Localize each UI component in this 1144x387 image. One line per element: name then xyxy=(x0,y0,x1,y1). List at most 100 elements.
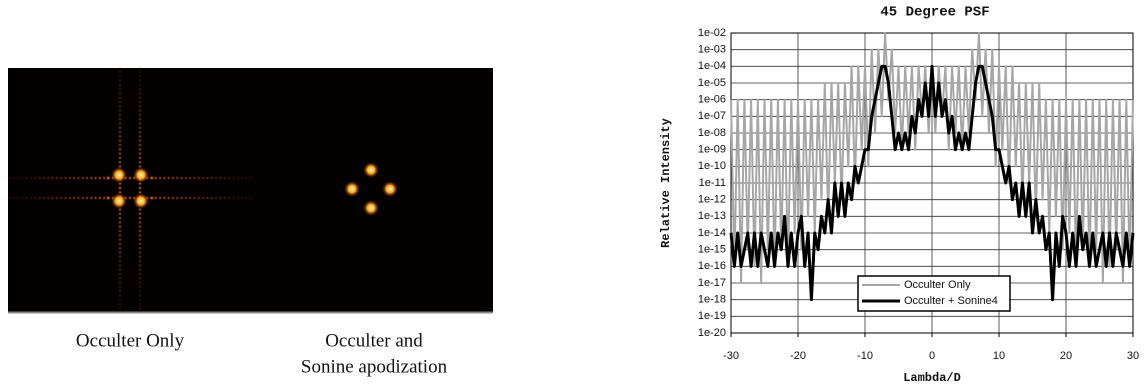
psf-speckle xyxy=(118,233,122,237)
psf-speckle xyxy=(138,160,142,164)
psf-speckle xyxy=(171,196,175,200)
psf-speckle xyxy=(118,272,122,276)
y-tick-label: 1e-12 xyxy=(698,194,726,206)
y-tick-label: 1e-10 xyxy=(698,160,726,172)
psf-speckle xyxy=(138,280,142,284)
y-tick-label: 1e-14 xyxy=(698,227,726,239)
psf-speckle xyxy=(76,176,80,180)
psf-speckle xyxy=(118,104,122,108)
psf-speckle xyxy=(72,196,76,200)
x-tick-label: -10 xyxy=(857,350,873,362)
psf-speckle xyxy=(201,176,205,180)
psf-speckle xyxy=(197,196,201,200)
psf-speckle xyxy=(118,100,122,104)
psf-speckle xyxy=(118,147,122,151)
psf-speckle xyxy=(118,246,122,250)
psf-speckle xyxy=(248,176,252,180)
psf-speckle xyxy=(118,108,122,112)
psf-speckle xyxy=(50,176,54,180)
psf-speckle xyxy=(138,156,142,160)
psf-speckle xyxy=(138,143,142,147)
psf-speckle xyxy=(118,121,122,125)
psf-speckle xyxy=(38,176,42,180)
psf-speckle xyxy=(85,176,89,180)
psf-speckle xyxy=(118,156,122,160)
psf-speckle xyxy=(138,212,142,216)
psf-speckle xyxy=(222,176,226,180)
legend-label: Occulter Only xyxy=(904,279,971,291)
psf-speckle xyxy=(89,196,93,200)
psf-speckle xyxy=(138,134,142,138)
psf-speckle xyxy=(128,176,132,180)
psf-image xyxy=(8,68,493,312)
psf-speckle xyxy=(76,196,80,200)
psf-speckle xyxy=(138,272,142,276)
psf-speckle xyxy=(138,233,142,237)
legend-label: Occulter + Sonine4 xyxy=(904,295,998,307)
psf-speckle xyxy=(138,117,142,121)
psf-speckle xyxy=(179,176,183,180)
psf-speckle xyxy=(16,196,20,200)
caption: Sonine apodization xyxy=(301,356,448,377)
psf-speckle xyxy=(118,259,122,263)
psf-speckle xyxy=(118,70,122,74)
psf-speckle xyxy=(29,196,33,200)
psf-speckle xyxy=(205,196,209,200)
psf-speckle xyxy=(118,87,122,91)
psf-speckle xyxy=(16,176,20,180)
psf-speckle xyxy=(93,176,97,180)
psf-speckle xyxy=(201,196,205,200)
psf-speckle xyxy=(231,196,235,200)
psf-speckle xyxy=(244,176,248,180)
psf-speckle xyxy=(138,78,142,82)
psf-speckle xyxy=(85,196,89,200)
psf-peak xyxy=(133,167,149,183)
psf-speckle xyxy=(192,176,196,180)
psf-speckle xyxy=(138,220,142,224)
psf-speckle xyxy=(222,196,226,200)
psf-speckle xyxy=(175,196,179,200)
psf-speckle xyxy=(138,126,142,130)
y-tick-label: 1e-05 xyxy=(698,77,726,89)
psf-speckle xyxy=(20,176,24,180)
psf-peak xyxy=(133,193,149,209)
y-tick-label: 1e-18 xyxy=(698,294,726,306)
psf-speckle xyxy=(138,91,142,95)
x-tick-label: 0 xyxy=(929,350,935,362)
psf-speckle xyxy=(98,176,102,180)
psf-speckle xyxy=(89,176,93,180)
psf-speckle xyxy=(235,196,239,200)
y-tick-label: 1e-07 xyxy=(698,110,726,122)
psf-speckle xyxy=(93,196,97,200)
psf-speckle xyxy=(118,65,122,69)
psf-speckle xyxy=(240,196,244,200)
psf-speckle xyxy=(7,196,11,200)
psf-speckle xyxy=(118,237,122,241)
psf-speckle xyxy=(42,176,46,180)
psf-speckle xyxy=(118,242,122,246)
chart-title: 45 Degree PSF xyxy=(880,5,989,21)
psf-speckle xyxy=(118,160,122,164)
caption: Occulter Only xyxy=(76,330,185,351)
psf-speckle xyxy=(118,280,122,284)
psf-speckle xyxy=(235,176,239,180)
psf-speckle xyxy=(118,186,122,190)
psf-speckle xyxy=(20,196,24,200)
psf-speckle xyxy=(138,246,142,250)
psf-speckle xyxy=(81,176,85,180)
psf-speckle xyxy=(68,176,72,180)
psf-speckle xyxy=(138,298,142,302)
y-tick-label: 1e-13 xyxy=(698,210,726,222)
psf-speckle xyxy=(55,176,59,180)
psf-peak xyxy=(111,167,127,183)
x-tick-label: 20 xyxy=(1060,350,1072,362)
psf-speckle xyxy=(138,306,142,310)
psf-speckle xyxy=(205,176,209,180)
psf-speckle xyxy=(138,113,142,117)
y-tick-label: 1e-17 xyxy=(698,277,726,289)
psf-speckle xyxy=(138,100,142,104)
psf-speckle xyxy=(231,176,235,180)
psf-peak xyxy=(363,162,379,178)
psf-speckle xyxy=(167,176,171,180)
psf-speckle xyxy=(149,195,155,201)
